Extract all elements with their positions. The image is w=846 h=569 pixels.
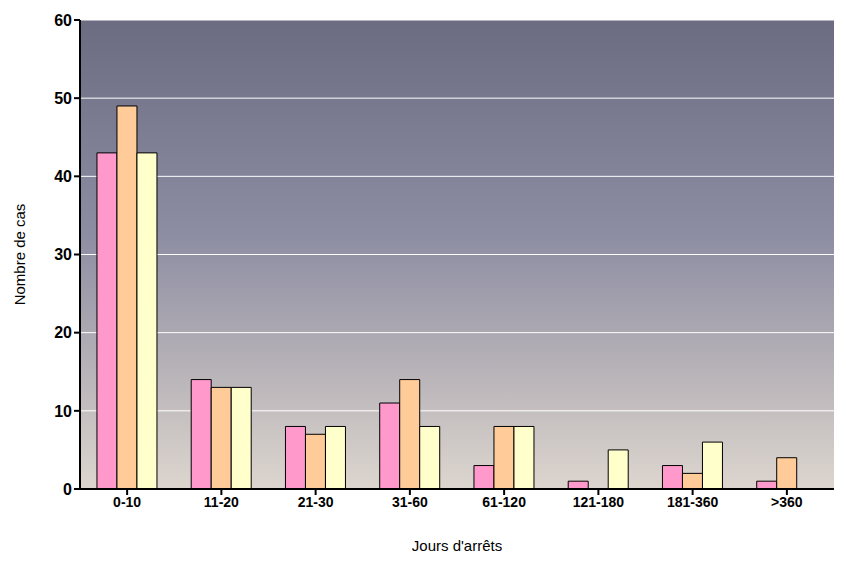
svg-text:0: 0 xyxy=(63,481,72,498)
svg-text:50: 50 xyxy=(54,90,72,107)
svg-text:31-60: 31-60 xyxy=(392,494,428,510)
svg-text:Nombre de cas: Nombre de cas xyxy=(11,204,28,306)
svg-text:30: 30 xyxy=(54,246,72,263)
svg-text:61-120: 61-120 xyxy=(482,494,526,510)
svg-text:0-10: 0-10 xyxy=(113,494,141,510)
svg-text:181-360: 181-360 xyxy=(667,494,719,510)
svg-text:21-30: 21-30 xyxy=(298,494,334,510)
svg-text:60: 60 xyxy=(54,12,72,29)
svg-text:11-20: 11-20 xyxy=(204,494,239,510)
svg-text:Jours d'arrêts: Jours d'arrêts xyxy=(412,537,502,554)
svg-text:20: 20 xyxy=(54,324,72,341)
svg-text:121-180: 121-180 xyxy=(573,494,625,510)
svg-text:40: 40 xyxy=(54,168,72,185)
svg-text:>360: >360 xyxy=(771,494,803,510)
svg-text:10: 10 xyxy=(54,403,72,420)
